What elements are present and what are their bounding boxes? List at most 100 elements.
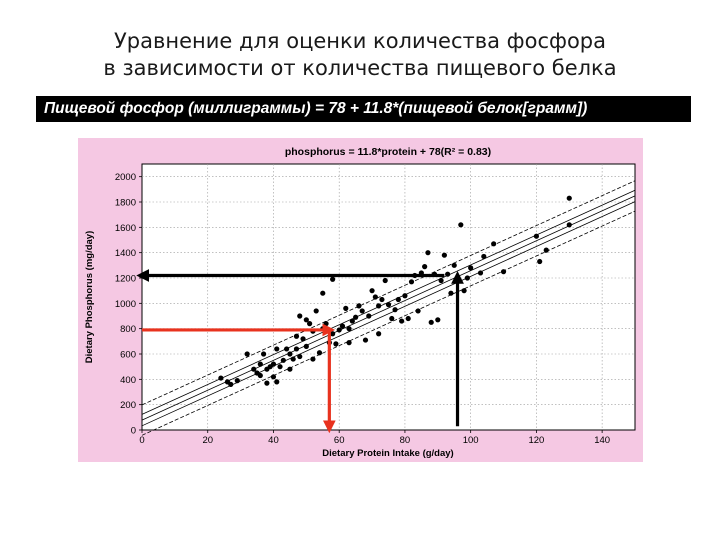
data-point bbox=[481, 253, 487, 260]
x-tick-label: 20 bbox=[202, 435, 213, 446]
data-point bbox=[310, 356, 316, 362]
y-axis-label: Dietary Phosphorus (mg/day) bbox=[84, 231, 95, 364]
data-point bbox=[333, 341, 339, 347]
regression-lines bbox=[141, 180, 636, 436]
data-point bbox=[320, 290, 326, 296]
x-axis-ticks: 0 20 40 60 80 100 120 140 bbox=[139, 430, 610, 446]
data-point bbox=[441, 252, 447, 258]
data-point bbox=[270, 361, 277, 367]
data-point bbox=[543, 247, 549, 253]
data-point bbox=[330, 276, 336, 282]
data-point bbox=[369, 288, 375, 294]
slide-title-line-1: Уравнение для оценки количества фосфора bbox=[113, 29, 607, 53]
data-point bbox=[425, 250, 431, 256]
data-point bbox=[323, 321, 329, 327]
y-tick-label: 1600 bbox=[115, 223, 136, 234]
slide-title-line-2: в зависимости от количества пищевого бел… bbox=[103, 56, 617, 80]
data-point bbox=[422, 264, 428, 270]
data-point bbox=[428, 319, 434, 325]
data-point bbox=[359, 308, 365, 314]
confidence-line-lower bbox=[141, 201, 636, 427]
chart-title: phosphorus = 11.8*protein + 78(R² = 0.83… bbox=[285, 146, 491, 158]
data-point bbox=[438, 277, 444, 284]
data-point bbox=[307, 321, 313, 327]
data-point bbox=[336, 327, 342, 333]
scatter-chart: phosphorus = 11.8*protein + 78(R² = 0.83… bbox=[84, 146, 636, 459]
y-tick-label: 1400 bbox=[115, 248, 136, 259]
y-tick-label: 1000 bbox=[115, 299, 136, 310]
data-point bbox=[415, 308, 421, 314]
data-point bbox=[353, 314, 359, 320]
data-point bbox=[270, 374, 277, 380]
data-point bbox=[533, 233, 539, 239]
y-tick-label: 600 bbox=[120, 350, 136, 361]
data-point bbox=[448, 290, 454, 296]
data-point bbox=[349, 318, 355, 324]
data-point bbox=[287, 366, 293, 372]
prediction-line-lower bbox=[141, 210, 636, 436]
data-point bbox=[280, 357, 286, 363]
data-point bbox=[399, 318, 405, 324]
x-tick-label: 80 bbox=[400, 435, 411, 446]
y-tick-label: 400 bbox=[120, 375, 136, 386]
x-tick-label: 60 bbox=[334, 435, 345, 446]
y-tick-label: 800 bbox=[120, 324, 136, 335]
data-point bbox=[566, 222, 572, 228]
y-tick-label: 200 bbox=[120, 400, 136, 411]
data-point bbox=[382, 277, 388, 284]
data-point bbox=[346, 326, 352, 332]
data-point bbox=[339, 323, 346, 329]
x-tick-label: 140 bbox=[594, 435, 610, 446]
plot-area bbox=[141, 163, 636, 431]
y-tick-label: 1200 bbox=[115, 274, 136, 285]
data-point bbox=[408, 279, 415, 285]
data-point bbox=[389, 315, 395, 322]
x-tick-label: 120 bbox=[528, 435, 544, 446]
data-point bbox=[251, 366, 257, 372]
data-point bbox=[477, 270, 484, 276]
data-point bbox=[468, 265, 474, 271]
data-point bbox=[346, 340, 352, 346]
data-point bbox=[402, 293, 408, 299]
data-point bbox=[300, 336, 306, 342]
data-point bbox=[297, 313, 303, 319]
data-point bbox=[274, 379, 280, 385]
data-point bbox=[244, 351, 250, 357]
data-point bbox=[395, 296, 401, 303]
x-tick-label: 100 bbox=[463, 435, 479, 446]
data-point bbox=[566, 195, 572, 201]
data-point bbox=[372, 294, 378, 300]
data-point bbox=[461, 288, 467, 294]
formula-banner: Пищевой фосфор (миллиграммы) = 78 + 11.8… bbox=[36, 96, 691, 122]
x-tick-label: 40 bbox=[268, 435, 279, 446]
data-point bbox=[451, 262, 457, 268]
data-point bbox=[303, 343, 309, 349]
data-point bbox=[376, 303, 382, 309]
data-point bbox=[537, 258, 543, 265]
data-point bbox=[313, 308, 319, 314]
data-point bbox=[366, 313, 372, 319]
data-point bbox=[379, 296, 385, 303]
data-point bbox=[257, 361, 263, 367]
data-point bbox=[376, 331, 382, 337]
data-point bbox=[392, 307, 398, 313]
y-tick-label: 0 bbox=[131, 426, 136, 437]
prediction-line-upper bbox=[141, 180, 636, 406]
data-point bbox=[297, 353, 303, 360]
data-point bbox=[264, 380, 270, 386]
y-tick-label: 2000 bbox=[115, 172, 136, 183]
data-point bbox=[274, 346, 280, 352]
data-point bbox=[261, 351, 267, 357]
data-point bbox=[284, 346, 290, 352]
data-point bbox=[228, 381, 234, 387]
data-point bbox=[218, 375, 224, 381]
y-axis-ticks: 0 200 400 600 800 1000 1200 1400 1600 1800 2000 bbox=[115, 172, 142, 437]
x-tick-label: 0 bbox=[139, 435, 144, 446]
data-point bbox=[293, 346, 300, 352]
data-point bbox=[405, 315, 411, 322]
data-point bbox=[277, 364, 283, 370]
data-point bbox=[316, 350, 323, 356]
data-point bbox=[257, 372, 263, 379]
data-point bbox=[290, 356, 296, 362]
data-point bbox=[435, 317, 441, 323]
